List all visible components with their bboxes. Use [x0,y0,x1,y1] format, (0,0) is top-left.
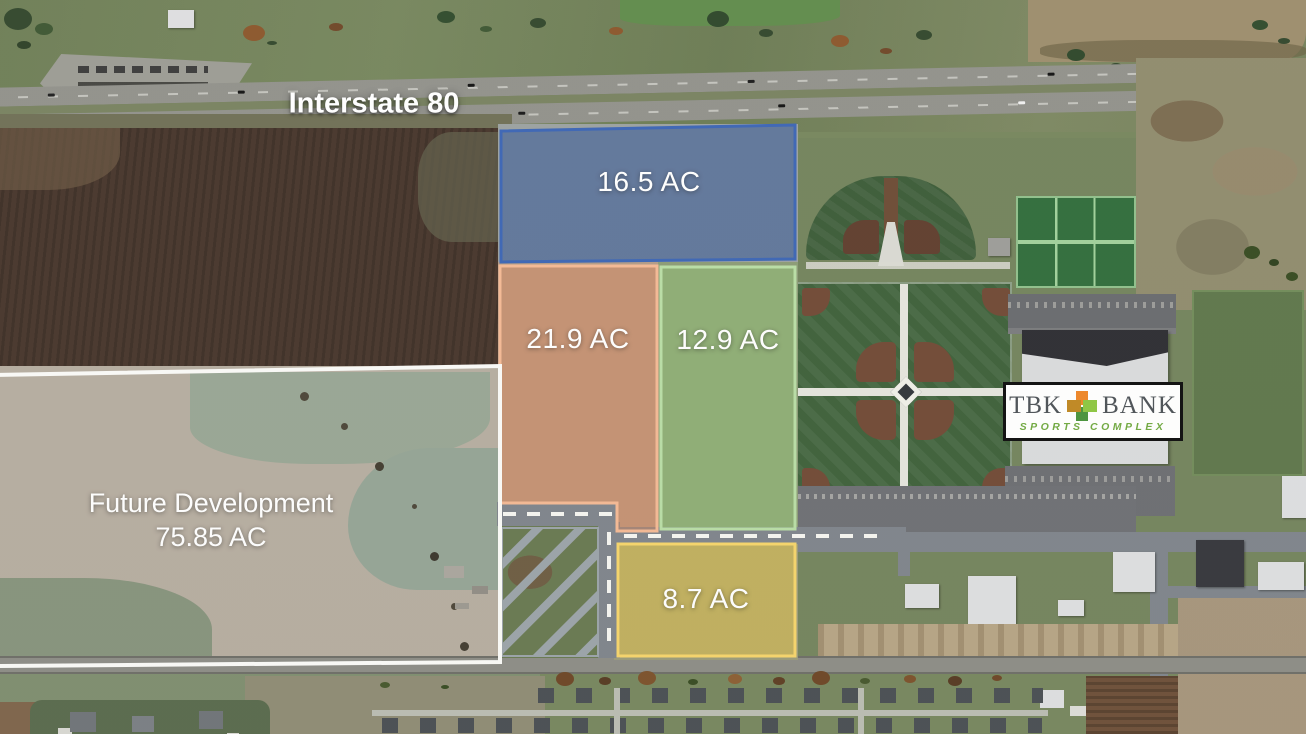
cross-arm-right [1083,399,1098,412]
parcel-yellow-shape [616,542,797,658]
frontage-road-east [793,532,1306,552]
residential-cross-street-1 [614,688,620,734]
parcel-yellow-label: 8.7 AC [662,583,750,614]
east-woods-trees [1244,246,1260,259]
dome-south-walkway [806,262,1010,269]
sports-complex-tagline: SPORTS COMPLEX [1019,420,1167,433]
parcel-blue-shape [499,123,797,264]
commercial-building-1 [905,584,939,608]
south-white-buildings [1040,690,1064,708]
commercial-road-south-stub [898,550,910,576]
golf-green-patch [620,0,840,26]
residential-cross-street-2 [858,688,864,734]
bottom-road [0,656,1306,674]
maintenance-building [988,238,1010,256]
pinwheel-ballfields [796,282,1014,500]
future-development-outline [0,363,502,668]
farmstead-buildings [444,566,464,578]
bank-name-row: TBK BANK [1009,390,1177,421]
house-row-north [538,688,1043,703]
estate-homes [70,712,96,732]
tree-cluster-top [4,8,32,30]
top-right-scrub-band [1040,40,1306,62]
commercial-building-5 [1258,562,1304,590]
parcel-green-shape [659,265,797,531]
plowed-field-green-patch [418,132,502,242]
parcel-green-label: 12.9 AC [676,324,780,355]
future-development-label: Future Development 75.85 AC [89,486,334,554]
tbk-bank-sports-complex-sign: TBK BANK SPORTS COMPLEX [1003,382,1183,441]
parcel-blue-label: 16.5 AC [597,166,701,197]
practice-courts [1016,196,1136,288]
parcel-orange-shape [498,264,659,533]
dome-infield-right [904,220,940,254]
parking-north [1008,294,1176,334]
future-development-line1: Future Development [88,488,334,518]
hatched-reserve-area [501,527,599,657]
street-tree-row [556,672,574,686]
bank-name-right: BANK [1102,392,1177,420]
scrub-strip [0,114,512,131]
east-pasture [1136,58,1306,310]
commercial-building-7 [1282,476,1306,518]
fd-pond-east [348,448,500,590]
commercial-building-3 [1058,600,1084,616]
commercial-building-dark [1196,540,1244,587]
interstate-80-label: Interstate 80 [288,87,460,120]
tbk-cross-icon [1067,390,1098,421]
commercial-building-2 [968,576,1016,626]
parcel-orange-label: 21.9 AC [526,323,630,354]
field-under-green-parcel [658,262,798,534]
residential-street [372,710,1048,716]
bank-name-left: TBK [1009,392,1063,420]
dome-infield-left [843,220,879,254]
rest-area-building [168,10,194,28]
plowed-block-southeast [1086,676,1178,734]
commercial-building-4 [1113,552,1155,592]
future-development-line2: 75.85 AC [155,522,267,552]
rest-area-trucks [78,62,208,86]
fd-tree-dots [300,392,309,401]
east-turf-field [1192,290,1304,476]
field-under-orange-parcel [498,262,660,534]
overlay-road-east [618,527,906,544]
house-row-south [382,718,1042,733]
cross-arm-left [1067,399,1082,412]
